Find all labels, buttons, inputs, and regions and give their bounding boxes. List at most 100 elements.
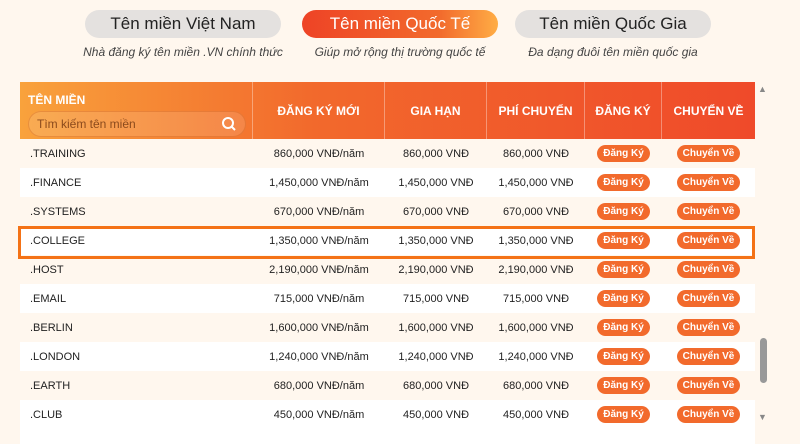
register-cell: Đăng Ký (585, 290, 662, 307)
register-button[interactable]: Đăng Ký (597, 348, 650, 365)
domain-name: .EARTH (30, 379, 71, 392)
register-cell: Đăng Ký (585, 261, 662, 278)
price-transfer: 860,000 VNĐ (502, 147, 570, 160)
tab-description: Giúp mở rộng thị trường quốc tế (314, 45, 486, 59)
price-transfer: 1,600,000 VNĐ (498, 321, 574, 334)
register-cell: Đăng Ký (585, 406, 662, 423)
search-input[interactable] (37, 116, 207, 131)
domain-name: .BERLIN (30, 321, 73, 334)
price-transfer: 670,000 VNĐ (502, 205, 570, 218)
price-renew: 450,000 VNĐ (402, 408, 470, 421)
table-row: .HOST 2,190,000 VNĐ/năm 2,190,000 VNĐ 2,… (20, 255, 755, 284)
transfer-cell: Chuyển Về (662, 174, 755, 191)
price-renew: 860,000 VNĐ (402, 147, 470, 160)
register-button[interactable]: Đăng Ký (597, 261, 650, 278)
transfer-button[interactable]: Chuyển Về (676, 377, 741, 394)
table-row: .EMAIL 715,000 VNĐ/năm 715,000 VNĐ 715,0… (20, 284, 755, 313)
price-renew: 680,000 VNĐ (402, 379, 470, 392)
header-transfer-fee: PHÍ CHUYỂN (487, 82, 585, 139)
price-new: 2,190,000 VNĐ/năm (269, 263, 369, 276)
register-button[interactable]: Đăng Ký (597, 319, 650, 336)
transfer-button[interactable]: Chuyển Về (676, 290, 741, 307)
register-cell: Đăng Ký (585, 145, 662, 162)
header-label: TÊN MIỀN (28, 92, 86, 107)
price-renew: 1,350,000 VNĐ (398, 234, 474, 247)
register-cell: Đăng Ký (585, 348, 662, 365)
scroll-up-icon[interactable]: ▲ (758, 84, 767, 94)
price-renew: 670,000 VNĐ (402, 205, 470, 218)
domain-name: .CLUB (30, 408, 63, 421)
transfer-cell: Chuyển Về (662, 377, 755, 394)
table-row: .TRAINING 860,000 VNĐ/năm 860,000 VNĐ 86… (20, 139, 755, 168)
transfer-cell: Chuyển Về (662, 319, 755, 336)
price-transfer: 1,240,000 VNĐ (498, 350, 574, 363)
price-renew: 1,240,000 VNĐ (398, 350, 474, 363)
tab-quoc-gia[interactable]: Tên miền Quốc Gia (515, 10, 711, 38)
search-icon[interactable] (221, 116, 237, 132)
table-body: .TRAINING 860,000 VNĐ/năm 860,000 VNĐ 86… (20, 139, 755, 429)
transfer-button[interactable]: Chuyển Về (676, 145, 741, 162)
price-transfer: 715,000 VNĐ (502, 292, 570, 305)
price-new: 1,450,000 VNĐ/năm (269, 176, 369, 189)
register-button[interactable]: Đăng Ký (597, 232, 650, 249)
register-button[interactable]: Đăng Ký (597, 290, 650, 307)
transfer-button[interactable]: Chuyển Về (676, 406, 741, 423)
header-new: ĐĂNG KÝ MỚI (253, 82, 385, 139)
price-transfer: 680,000 VNĐ (502, 379, 570, 392)
price-new: 715,000 VNĐ/năm (273, 292, 365, 305)
price-new: 860,000 VNĐ/năm (273, 147, 365, 160)
transfer-cell: Chuyển Về (662, 261, 755, 278)
tab-viet-nam[interactable]: Tên miền Việt Nam (85, 10, 281, 38)
transfer-cell: Chuyển Về (662, 406, 755, 423)
price-new: 450,000 VNĐ/năm (273, 408, 365, 421)
register-button[interactable]: Đăng Ký (597, 203, 650, 220)
price-new: 680,000 VNĐ/năm (273, 379, 365, 392)
price-renew: 1,450,000 VNĐ (398, 176, 474, 189)
header-register: ĐĂNG KÝ (585, 82, 662, 139)
register-button[interactable]: Đăng Ký (597, 145, 650, 162)
transfer-button[interactable]: Chuyển Về (676, 232, 741, 249)
transfer-button[interactable]: Chuyển Về (676, 203, 741, 220)
register-button[interactable]: Đăng Ký (597, 406, 650, 423)
tab-description: Nhà đăng ký tên miền .VN chính thức (83, 45, 283, 59)
domain-price-table: TÊN MIỀN ĐĂNG KÝ MỚI GIA HẠN PHÍ CHUYỂN … (20, 82, 755, 444)
register-cell: Đăng Ký (585, 203, 662, 220)
transfer-cell: Chuyển Về (662, 290, 755, 307)
tab-quoc-te[interactable]: Tên miền Quốc Tế (302, 10, 498, 38)
price-new: 1,600,000 VNĐ/năm (269, 321, 369, 334)
domain-name: .FINANCE (30, 176, 82, 189)
transfer-button[interactable]: Chuyển Về (676, 261, 741, 278)
transfer-button[interactable]: Chuyển Về (676, 348, 741, 365)
domain-name: .COLLEGE (30, 234, 86, 247)
price-new: 1,350,000 VNĐ/năm (269, 234, 369, 247)
search-box (28, 110, 246, 137)
scrollbar[interactable] (757, 82, 771, 444)
price-new: 1,240,000 VNĐ/năm (269, 350, 369, 363)
scrollbar-thumb[interactable] (760, 338, 767, 383)
price-transfer: 1,350,000 VNĐ (498, 234, 574, 247)
domain-name: .TRAINING (30, 147, 86, 160)
register-button[interactable]: Đăng Ký (597, 377, 650, 394)
price-transfer: 1,450,000 VNĐ (498, 176, 574, 189)
price-renew: 1,600,000 VNĐ (398, 321, 474, 334)
domain-name: .LONDON (30, 350, 81, 363)
domain-name: .HOST (30, 263, 64, 276)
table-row: .COLLEGE 1,350,000 VNĐ/năm 1,350,000 VNĐ… (20, 226, 755, 255)
scroll-down-icon[interactable]: ▼ (758, 412, 767, 422)
header-renew: GIA HẠN (385, 82, 487, 139)
highlighted-row-frame (18, 226, 755, 259)
register-cell: Đăng Ký (585, 232, 662, 249)
price-renew: 2,190,000 VNĐ (398, 263, 474, 276)
table-row: .FINANCE 1,450,000 VNĐ/năm 1,450,000 VNĐ… (20, 168, 755, 197)
transfer-cell: Chuyển Về (662, 348, 755, 365)
transfer-button[interactable]: Chuyển Về (676, 174, 741, 191)
domain-name: .EMAIL (30, 292, 67, 305)
table-row: .SYSTEMS 670,000 VNĐ/năm 670,000 VNĐ 670… (20, 197, 755, 226)
register-cell: Đăng Ký (585, 377, 662, 394)
domain-name: .SYSTEMS (30, 205, 86, 218)
table-row: .CLUB 450,000 VNĐ/năm 450,000 VNĐ 450,00… (20, 400, 755, 429)
register-button[interactable]: Đăng Ký (597, 174, 650, 191)
price-new: 670,000 VNĐ/năm (273, 205, 365, 218)
transfer-button[interactable]: Chuyển Về (676, 319, 741, 336)
header-transfer: CHUYỂN VỀ (673, 103, 744, 118)
